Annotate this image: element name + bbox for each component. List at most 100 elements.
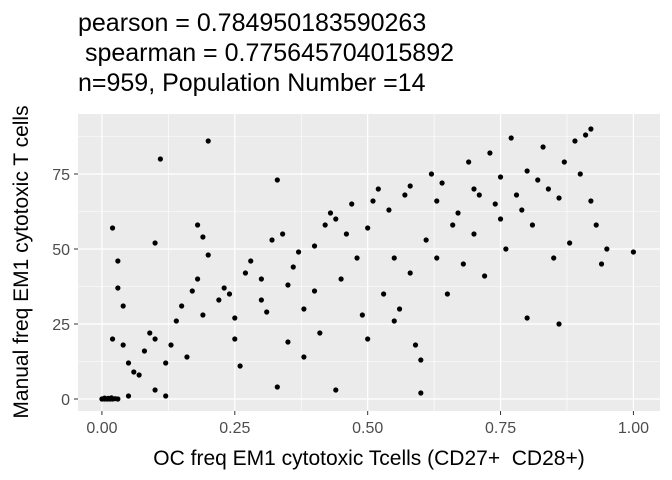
x-tick-label: 0.00 <box>86 420 117 437</box>
y-axis-title: Manual freq EM1 cytotoxic T cells <box>10 105 33 418</box>
data-point <box>152 240 158 246</box>
data-point <box>407 183 413 189</box>
data-point <box>497 216 504 222</box>
y-axis-ticks: 0 25 50 75 <box>52 167 78 409</box>
data-point <box>577 171 583 177</box>
data-point <box>232 336 238 342</box>
data-point <box>338 276 344 282</box>
data-point <box>476 192 482 198</box>
data-point <box>604 246 610 252</box>
x-tick-label: 0.75 <box>485 420 516 437</box>
data-point <box>327 210 334 216</box>
data-point <box>157 156 163 162</box>
data-point <box>545 186 551 192</box>
x-tick-label: 0.50 <box>352 420 383 437</box>
data-point <box>179 303 185 309</box>
data-point <box>163 360 169 366</box>
data-point <box>412 342 419 348</box>
data-point <box>391 255 397 261</box>
data-point <box>205 252 211 258</box>
data-point <box>365 225 371 231</box>
data-point <box>455 210 461 216</box>
x-tick-label: 1.00 <box>618 420 649 437</box>
y-tick-label: 25 <box>52 317 70 334</box>
data-point <box>120 303 126 309</box>
data-point <box>269 237 275 243</box>
data-point <box>471 186 477 192</box>
data-point <box>519 207 525 213</box>
data-point <box>115 285 121 291</box>
data-point <box>258 297 264 303</box>
data-point <box>349 201 355 207</box>
data-point <box>487 150 493 156</box>
data-point <box>556 195 562 201</box>
data-point <box>423 237 429 243</box>
y-tick-label: 0 <box>61 392 70 409</box>
data-point <box>482 273 488 279</box>
data-point <box>301 354 307 360</box>
data-point <box>434 255 440 261</box>
data-point <box>131 369 137 375</box>
data-point <box>354 255 360 261</box>
data-point <box>471 231 477 237</box>
data-point <box>598 261 605 267</box>
data-point <box>450 222 456 228</box>
data-point <box>396 306 403 312</box>
data-point <box>322 222 328 228</box>
data-point <box>407 270 413 276</box>
data-point <box>434 198 440 204</box>
data-points <box>99 126 637 402</box>
data-point <box>381 291 387 297</box>
data-point <box>216 297 222 303</box>
data-point <box>194 276 201 282</box>
data-point <box>588 198 594 204</box>
data-point <box>301 306 307 312</box>
data-point <box>508 135 514 141</box>
data-point <box>258 276 264 282</box>
data-point <box>466 159 472 165</box>
data-point <box>274 384 280 390</box>
data-point <box>439 180 445 186</box>
data-point <box>168 342 174 348</box>
data-point <box>200 312 206 318</box>
data-point <box>280 231 286 237</box>
data-point <box>524 168 530 174</box>
data-point <box>226 291 233 297</box>
data-point <box>391 318 397 324</box>
data-point <box>418 357 424 363</box>
data-point <box>163 393 169 399</box>
data-point <box>561 159 567 165</box>
data-point <box>497 174 504 180</box>
x-axis-ticks: 0.00 0.25 0.50 0.75 1.00 <box>86 411 649 437</box>
data-point <box>109 336 116 342</box>
data-point <box>112 396 118 402</box>
data-point <box>529 222 536 228</box>
title-line-pearson: pearson = 0.784950183590263 <box>78 9 426 37</box>
data-point <box>588 126 594 132</box>
data-point <box>189 288 195 294</box>
data-point <box>540 144 546 150</box>
minor-gridlines <box>78 114 660 411</box>
data-point <box>274 177 280 183</box>
data-point <box>285 282 291 288</box>
data-point <box>311 288 318 294</box>
x-axis-title: OC freq EM1 cytotoxic Tcells (CD27+ CD28… <box>153 447 584 470</box>
data-point <box>343 231 350 237</box>
data-point <box>242 270 249 276</box>
data-point <box>248 258 254 264</box>
data-point <box>237 363 243 369</box>
x-tick-label: 0.25 <box>219 420 250 437</box>
data-point <box>173 318 179 324</box>
chart-title: pearson = 0.784950183590263 spearman = 0… <box>78 9 454 97</box>
data-point <box>460 261 466 267</box>
y-tick-label: 75 <box>52 167 70 184</box>
data-point <box>572 138 578 144</box>
data-point <box>556 321 562 327</box>
data-point <box>205 138 211 144</box>
data-point <box>295 249 302 255</box>
data-point <box>317 330 323 336</box>
data-point <box>567 240 573 246</box>
data-point <box>535 177 541 183</box>
data-point <box>593 222 599 228</box>
data-point <box>503 246 509 252</box>
